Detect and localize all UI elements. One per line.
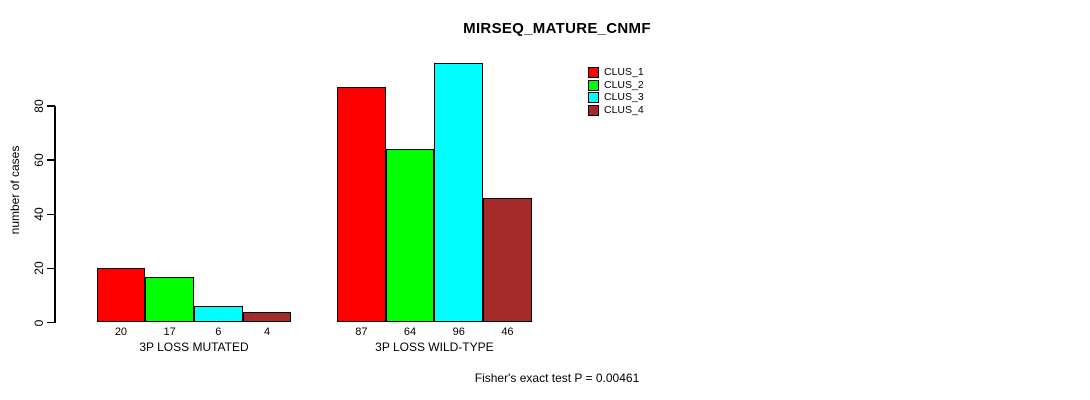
legend-row: CLUS_3 bbox=[588, 91, 644, 104]
category-label: 3P LOSS WILD-TYPE bbox=[375, 340, 494, 354]
bar-value-label: 6 bbox=[215, 326, 222, 338]
y-tick-mark bbox=[47, 267, 55, 270]
legend-swatch-icon bbox=[588, 66, 599, 78]
bar-clus_3-1 bbox=[194, 306, 243, 323]
bar-value-label: 64 bbox=[403, 326, 417, 338]
legend-swatch-icon bbox=[588, 92, 599, 104]
y-tick-label: 60 bbox=[32, 153, 46, 167]
bar-value-label: 17 bbox=[163, 326, 176, 338]
bar-clus_2-2 bbox=[385, 149, 435, 323]
bar-clus_4-2 bbox=[483, 198, 532, 323]
category-label: 3P LOSS MUTATED bbox=[139, 340, 249, 354]
y-tick-label: 20 bbox=[32, 261, 46, 276]
stat-annotation: Fisher's exact test P = 0.00461 bbox=[474, 371, 640, 385]
legend-label: CLUS_1 bbox=[604, 65, 644, 78]
bar-value-label: 96 bbox=[452, 326, 465, 338]
legend-swatch-icon bbox=[588, 104, 599, 116]
legend-label: CLUS_3 bbox=[604, 91, 644, 104]
bar-clus_1-2 bbox=[337, 87, 386, 323]
y-tick-mark bbox=[47, 321, 55, 324]
bar-clus_1-1 bbox=[96, 268, 146, 323]
legend-row: CLUS_4 bbox=[588, 104, 644, 117]
y-tick-label: 80 bbox=[32, 99, 46, 113]
bar-value-label: 87 bbox=[355, 326, 368, 338]
legend-swatch-icon bbox=[588, 79, 599, 91]
legend-label: CLUS_2 bbox=[604, 78, 644, 91]
bar-value-label: 46 bbox=[501, 326, 514, 338]
y-tick-mark bbox=[47, 159, 55, 161]
bar-clus_3-2 bbox=[434, 62, 484, 323]
bar-clus_2-1 bbox=[145, 276, 194, 323]
chart-title: MIRSEQ_MATURE_CNMF bbox=[463, 20, 651, 37]
bar-value-label: 4 bbox=[263, 326, 271, 338]
bar-clus_4-1 bbox=[242, 311, 292, 323]
y-axis-label: number of cases bbox=[8, 145, 22, 235]
y-tick-label: 40 bbox=[32, 207, 46, 221]
legend: CLUS_1 CLUS_2 CLUS_3 CLUS_4 bbox=[588, 66, 644, 117]
y-tick-mark bbox=[47, 105, 55, 107]
y-tick-label: 0 bbox=[32, 319, 46, 326]
bar-value-label: 20 bbox=[114, 326, 128, 338]
legend-row: CLUS_1 bbox=[588, 66, 644, 79]
legend-label: CLUS_4 bbox=[604, 103, 644, 116]
y-tick-mark bbox=[47, 213, 55, 216]
legend-row: CLUS_2 bbox=[588, 79, 644, 92]
